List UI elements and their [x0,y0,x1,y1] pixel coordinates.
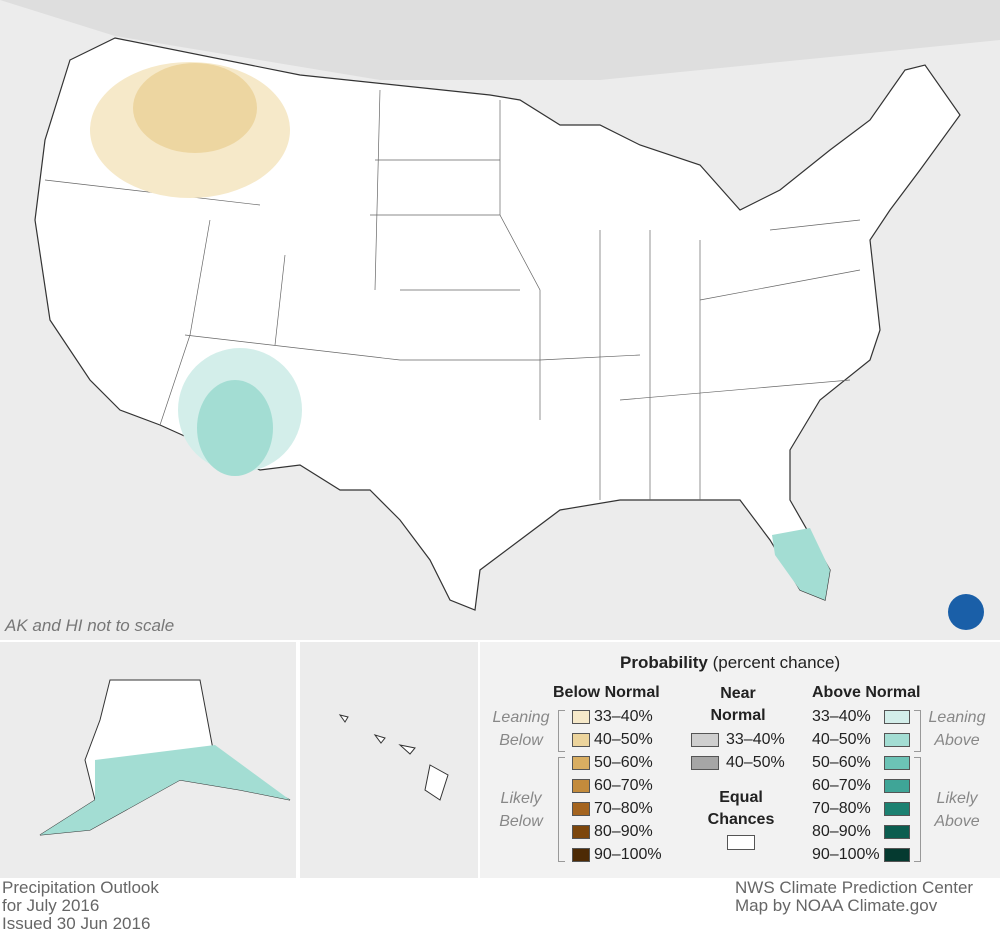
entry-label: 90–100% [594,846,662,863]
bracket [914,710,921,752]
swatch [572,710,590,724]
bracket [914,757,921,862]
entry-label: 80–90% [594,823,653,840]
entry-label: 70–80% [812,800,871,817]
swatch [727,835,755,850]
entry-label: 33–40% [594,708,653,725]
bracket [558,710,565,752]
group-label: Leaning Above [928,709,986,749]
legend-title: Probability (percent chance) [620,653,840,673]
entry-label: 60–70% [594,777,653,794]
bracket [558,757,565,862]
group-heading: Equal Chances [707,789,775,828]
swatch [572,825,590,839]
entry-label: 40–50% [812,731,871,748]
swatch [691,733,719,747]
entry-label: 40–50% [726,754,785,771]
swatch [884,825,910,839]
leaning-above-area [197,380,273,476]
footer-text: Precipitation Outlook [2,878,159,897]
swatch [884,802,910,816]
map-note: AK and HI not to scale [5,616,175,635]
entry-label: 60–70% [812,777,871,794]
entry-label: 33–40% [812,708,871,725]
swatch [884,756,910,770]
swatch [572,756,590,770]
footer-text: Map by NOAA Climate.gov [735,896,938,915]
footer-text: NWS Climate Prediction Center [735,878,974,897]
swatch [884,779,910,793]
legend-title-main: Probability [620,653,708,672]
group-heading: Near Normal [710,685,766,724]
swatch [884,710,910,724]
swatch [572,733,590,747]
footer-text: Issued 30 Jun 2016 [2,914,151,933]
leaning-above-area [40,745,290,835]
footer-text: for July 2016 [2,896,100,915]
group-heading: Above Normal [812,684,921,701]
swatch [691,756,719,770]
entry-label: 70–80% [594,800,653,817]
swatch [572,848,590,862]
entry-label: 33–40% [726,731,785,748]
hawaii [338,714,449,801]
group-heading: Below Normal [553,684,660,701]
canada [0,0,1000,80]
hawaii-panel [300,642,478,878]
noaa-logo [948,594,984,630]
swatch [572,802,590,816]
swatch [884,733,910,747]
entry-label: 50–60% [812,754,871,771]
swatch [884,848,910,862]
entry-label: 90–100% [812,846,880,863]
legend-subtitle: (percent chance) [712,653,841,672]
swatch [572,779,590,793]
group-label: Likely Below [499,790,543,830]
leaning-above-area [772,528,830,600]
group-label: Likely Above [934,790,980,830]
entry-label: 40–50% [594,731,653,748]
entry-label: 50–60% [594,754,653,771]
leaning-below-area [133,63,257,153]
group-label: Leaning Below [492,709,550,749]
entry-label: 80–90% [812,823,871,840]
